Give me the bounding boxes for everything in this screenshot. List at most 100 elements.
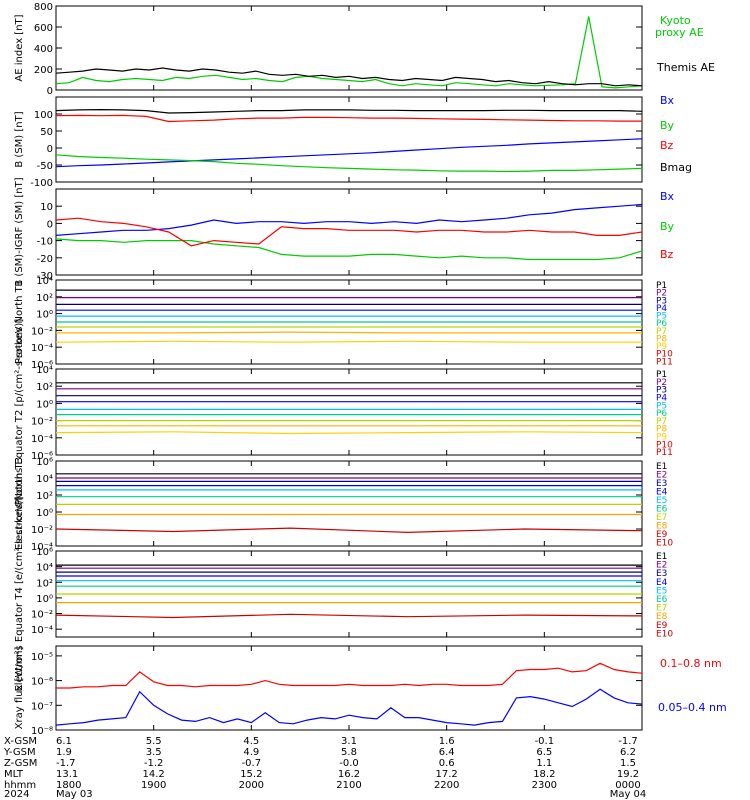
y-tick-label: 0	[47, 144, 53, 155]
series-line-themis-ae	[55, 67, 643, 87]
y-tick-label: 10⁻⁴	[31, 542, 53, 553]
y-tick-label: 50	[40, 127, 53, 138]
panel-2: -100 -50 0 50 100 B (SM) [nT] Bx By Bz Bmag	[14, 94, 692, 189]
y-axis-label: Protons North T1	[14, 280, 25, 364]
y-tick-label: 10⁻⁶	[31, 360, 53, 371]
legend-entry: P1	[656, 281, 667, 291]
legend-entry: Bmag	[660, 161, 692, 174]
panel-7: 10⁻⁴ 10⁻² 10⁰ 10² 10⁴ 10⁶ Electrons Equator T4…	[14, 496, 673, 691]
ephemeris-value: 0.6	[439, 758, 455, 769]
y-tick-label: 10⁻²	[31, 525, 53, 536]
panel-5: 10⁻⁶ 10⁻⁴ 10⁻² 10⁰ 10² 10⁴ Protons Equator T2 …	[14, 319, 673, 506]
series-line-bz	[55, 217, 643, 247]
ephemeris-value: 5.5	[146, 736, 162, 747]
ephemeris-value: 5.8	[341, 747, 357, 758]
ephemeris-value: 3.1	[341, 736, 357, 747]
ephemeris-value: 6.5	[536, 747, 552, 758]
legend-entry: P11	[656, 448, 673, 458]
ephemeris-value: May 04	[610, 789, 647, 800]
ephemeris-value: 1900	[141, 780, 166, 791]
legend-entry: E1	[656, 462, 667, 472]
series-line-e9	[55, 613, 643, 619]
ephemeris-value: 1.5	[620, 758, 636, 769]
series-line-bmag	[55, 108, 643, 114]
ephemeris-row-label: Y-GSM	[3, 747, 36, 758]
legend-entry: Kyoto	[660, 14, 691, 27]
legend-entry: P8	[656, 334, 667, 344]
y-tick-label: 200	[34, 65, 53, 76]
legend-entry: E3	[656, 569, 667, 579]
y-axis-label: B (SM) [nT]	[14, 111, 25, 167]
legend-entry: P5	[656, 401, 667, 411]
series-line-by	[55, 154, 643, 173]
legend-entry: P10	[656, 350, 673, 360]
y-tick-label: 10⁻⁴	[31, 625, 53, 636]
ephemeris-value: 6.4	[439, 747, 455, 758]
y-tick-label: 10²	[36, 491, 53, 502]
y-axis-label: B (SM)-IGRF (SM) [nT]	[14, 177, 25, 286]
y-tick-label: 10⁻⁴	[31, 434, 53, 445]
legend-entry: E6	[656, 505, 668, 515]
legend-entry: P6	[656, 319, 667, 329]
ephemeris-value: 1.1	[536, 758, 552, 769]
y-tick-label: 10⁰	[36, 399, 53, 410]
legend-entry: E4	[656, 578, 668, 588]
y-tick-label: 400	[34, 44, 53, 55]
legend-entry: Bz	[660, 248, 674, 261]
legend-entry: 0.1–0.8 nm	[660, 657, 722, 670]
ephemeris-value: -0.0	[339, 758, 359, 769]
legend-entry: E2	[656, 561, 667, 571]
y-axis-label: Electrons Equator T4 [e/(cm²-s-sr-keV)]	[14, 496, 25, 691]
ephemeris-value: 6.1	[56, 736, 72, 747]
ephemeris-row-label: MLT	[4, 769, 24, 780]
panel-frame	[55, 368, 643, 456]
series-line-bx	[55, 138, 643, 168]
ephemeris-value: 2200	[434, 780, 459, 791]
series-line-by	[55, 238, 643, 261]
ephemeris-row-label: 2024	[4, 789, 29, 800]
ephemeris-value: 1.9	[56, 747, 72, 758]
ephemeris-value: -1.7	[56, 758, 76, 769]
ephemeris-value: 17.2	[436, 769, 458, 780]
ephemeris-value: 4.5	[243, 736, 259, 747]
ephemeris-value: 2100	[336, 780, 361, 791]
ephemeris-row-label: Z-GSM	[4, 758, 37, 769]
legend-entry: E4	[656, 488, 668, 498]
ephemeris-row-label: hhmm	[4, 780, 36, 791]
ephemeris-value: -1.2	[144, 758, 164, 769]
y-tick-label: 10⁻²	[31, 326, 53, 337]
panel-frame	[55, 645, 643, 731]
ephemeris-value: 3.5	[146, 747, 162, 758]
legend-entry: E5	[656, 586, 667, 596]
legend-entry: P8	[656, 425, 667, 435]
ephemeris-value: 18.2	[533, 769, 555, 780]
y-tick-label: 10⁶	[36, 547, 53, 558]
ephemeris-value: 2300	[532, 780, 557, 791]
legend-entry: E1	[656, 552, 667, 562]
series-line-p8	[56, 331, 642, 334]
y-tick-label: -20	[37, 254, 53, 265]
series-line-0-05-0-4-nm	[55, 688, 643, 726]
legend-entry: P2	[656, 378, 667, 388]
legend-entry: Themis AE	[656, 61, 715, 74]
legend-entry: P10	[656, 440, 673, 450]
legend-entry: Bz	[660, 139, 674, 152]
legend-entry: P1	[656, 370, 667, 380]
y-axis-label: Xray flux [W/m²]	[14, 647, 25, 730]
legend-entry: E7	[656, 604, 667, 614]
legend-entry: P6	[656, 409, 667, 419]
y-tick-label: 10⁻²	[31, 417, 53, 428]
y-tick-label: 100	[34, 110, 53, 121]
legend-entry: By	[660, 220, 675, 233]
ephemeris-value: 16.2	[338, 769, 360, 780]
y-tick-label: 10⁻⁸	[31, 726, 53, 737]
y-tick-label: 800	[34, 2, 53, 13]
legend-entry: Bx	[660, 94, 675, 107]
y-tick-label: 600	[34, 23, 53, 34]
y-tick-label: -100	[30, 178, 53, 189]
ephemeris-value: 1.6	[439, 736, 455, 747]
series-line-p9	[55, 340, 642, 343]
y-tick-label: 10⁴	[36, 276, 53, 287]
